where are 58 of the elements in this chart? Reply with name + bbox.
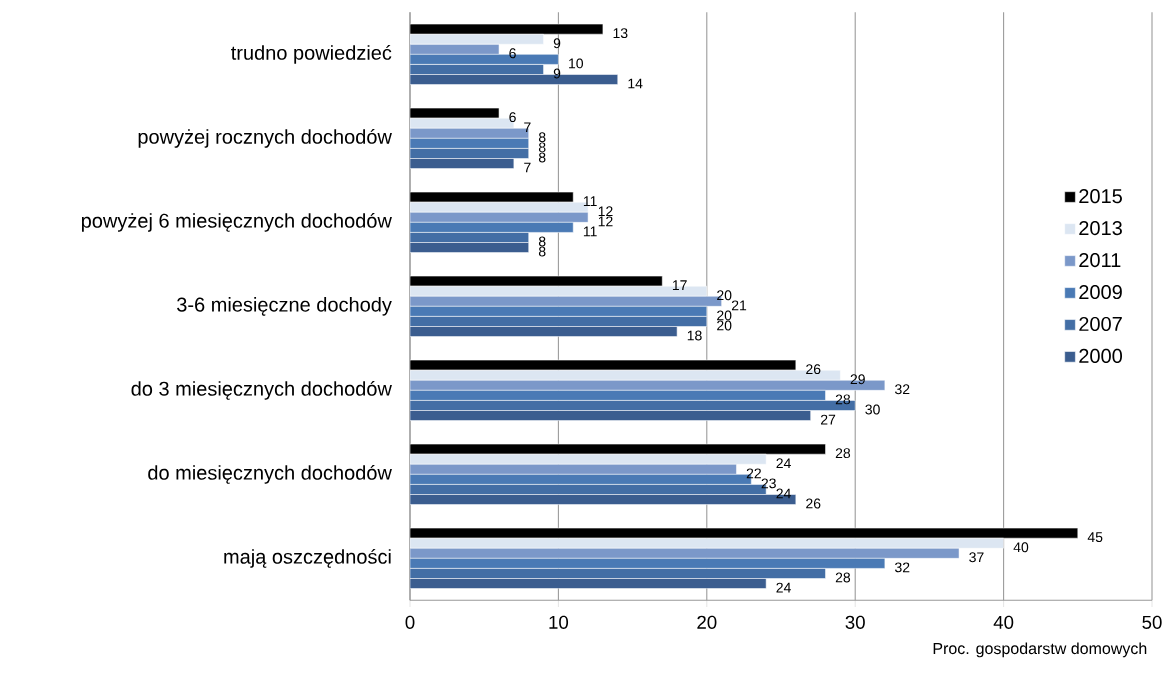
data-label: 7 — [524, 162, 531, 173]
data-label: 24 — [776, 582, 791, 593]
x-tick-label: 10 — [549, 615, 569, 629]
data-label: 8 — [538, 246, 546, 257]
y-tick-label: trudno powiedzieć — [231, 44, 392, 64]
data-label: 27 — [820, 414, 836, 425]
data-label: 26 — [806, 364, 821, 375]
data-label: 22 — [746, 468, 761, 479]
x-tick-label: 30 — [845, 615, 865, 629]
data-label: 32 — [895, 562, 910, 573]
data-label: 40 — [1013, 542, 1029, 553]
data-label: 18 — [687, 330, 702, 341]
data-label: 17 — [672, 280, 687, 290]
data-label: 37 — [969, 552, 984, 563]
data-label: 32 — [895, 384, 910, 395]
data-label: 20 — [717, 310, 732, 321]
data-label: 8 — [538, 132, 546, 143]
legend-label: 2009 — [1079, 284, 1122, 300]
y-tick-label: 3-6 miesięczne dochody — [177, 297, 392, 316]
data-label: 23 — [761, 478, 776, 489]
legend-label: 2011 — [1079, 252, 1121, 268]
data-label: 45 — [1087, 532, 1103, 543]
legend-label: 2015 — [1079, 189, 1122, 204]
data-label: 28 — [835, 572, 851, 583]
y-tick-label: do miesięcznych dochodów — [148, 464, 392, 484]
data-label: 8 — [538, 236, 546, 247]
data-label: 21 — [731, 300, 747, 311]
data-label: 12 — [598, 216, 613, 227]
y-tick-label: do 3 miesięcznych dochodów — [131, 380, 392, 400]
data-label: 20 — [717, 320, 732, 331]
y-tick-label: powyżej rocznych dochodów — [138, 128, 392, 148]
data-label: 7 — [524, 122, 531, 133]
x-axis-title: Proc. gospodarstw domowych — [933, 642, 1147, 658]
data-label: 11 — [583, 196, 597, 206]
x-tick-label: 40 — [993, 615, 1014, 629]
data-label: 30 — [865, 404, 880, 415]
data-label: 14 — [628, 78, 643, 89]
data-label: 6 — [509, 112, 516, 123]
legend-label: 2013 — [1079, 221, 1122, 236]
legend-label: 2000 — [1079, 348, 1123, 364]
x-tick-label: 20 — [697, 615, 717, 629]
data-label: 24 — [776, 458, 791, 469]
data-label: 13 — [613, 28, 628, 39]
data-label: 8 — [538, 142, 546, 153]
data-label: 29 — [850, 374, 865, 385]
data-label: 10 — [569, 58, 584, 69]
legend-label: 2007 — [1079, 316, 1122, 332]
x-tick-label: 50 — [1142, 615, 1162, 629]
data-label: 12 — [598, 206, 613, 217]
y-tick-label: mają oszczędności — [224, 548, 391, 568]
data-label: 20 — [717, 290, 732, 301]
data-label: 11 — [583, 226, 597, 237]
y-tick-label: powyżej 6 miesięcznych dochodów — [81, 212, 392, 232]
data-label: 8 — [538, 152, 546, 163]
data-label: 9 — [553, 38, 561, 49]
data-label: 28 — [835, 448, 851, 459]
x-tick-label: 0 — [405, 615, 415, 629]
data-label: 26 — [806, 498, 821, 509]
